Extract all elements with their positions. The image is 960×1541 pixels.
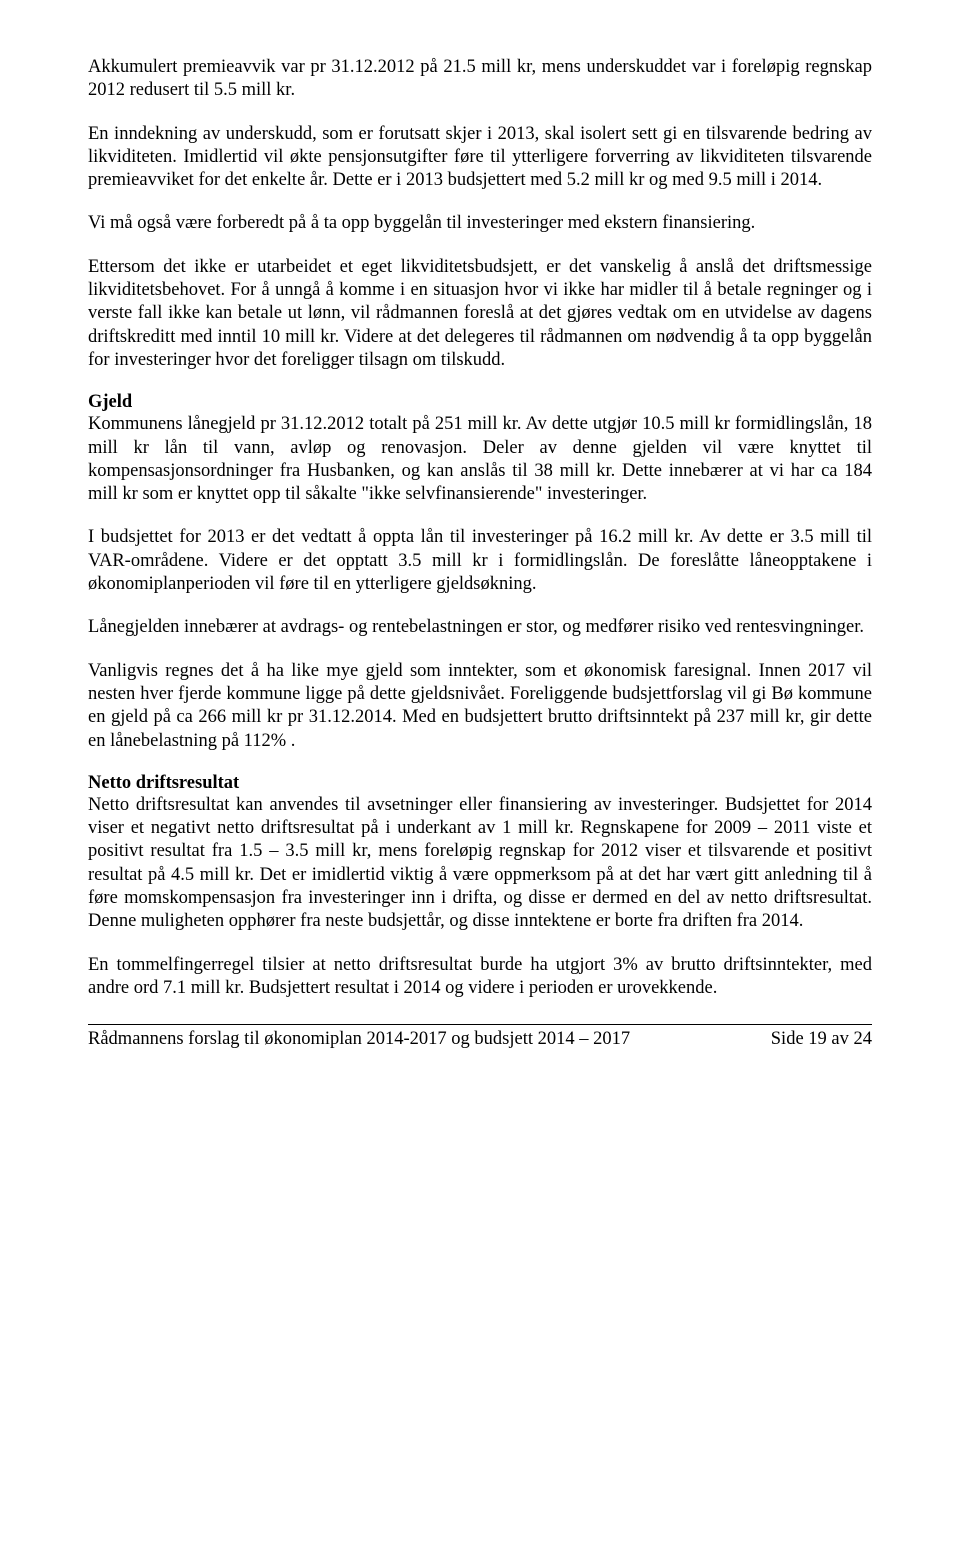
section-netto: Netto driftsresultat Netto driftsresulta… xyxy=(88,773,872,1000)
paragraph-9: Netto driftsresultat kan anvendes til av… xyxy=(88,794,872,934)
paragraph-1: Akkumulert premieavvik var pr 31.12.2012… xyxy=(88,56,872,103)
document-page: Akkumulert premieavvik var pr 31.12.2012… xyxy=(0,0,960,1541)
paragraph-3: Vi må også være forberedt på å ta opp by… xyxy=(88,212,872,235)
paragraph-2: En inndekning av underskudd, som er foru… xyxy=(88,123,872,193)
paragraph-5: Kommunens lånegjeld pr 31.12.2012 totalt… xyxy=(88,413,872,506)
paragraph-10: En tommelfingerregel tilsier at netto dr… xyxy=(88,954,872,1001)
page-footer: Rådmannens forslag til økonomiplan 2014-… xyxy=(88,1024,872,1050)
paragraph-4: Ettersom det ikke er utarbeidet et eget … xyxy=(88,256,872,372)
heading-netto: Netto driftsresultat xyxy=(88,773,872,794)
footer-left-text: Rådmannens forslag til økonomiplan 2014-… xyxy=(88,1029,630,1050)
heading-gjeld: Gjeld xyxy=(88,392,872,413)
paragraph-8: Vanligvis regnes det å ha like mye gjeld… xyxy=(88,660,872,753)
footer-right-text: Side 19 av 24 xyxy=(771,1029,872,1050)
paragraph-7: Lånegjelden innebærer at avdrags- og ren… xyxy=(88,616,872,639)
paragraph-6: I budsjettet for 2013 er det vedtatt å o… xyxy=(88,526,872,596)
section-gjeld: Gjeld Kommunens lånegjeld pr 31.12.2012 … xyxy=(88,392,872,753)
